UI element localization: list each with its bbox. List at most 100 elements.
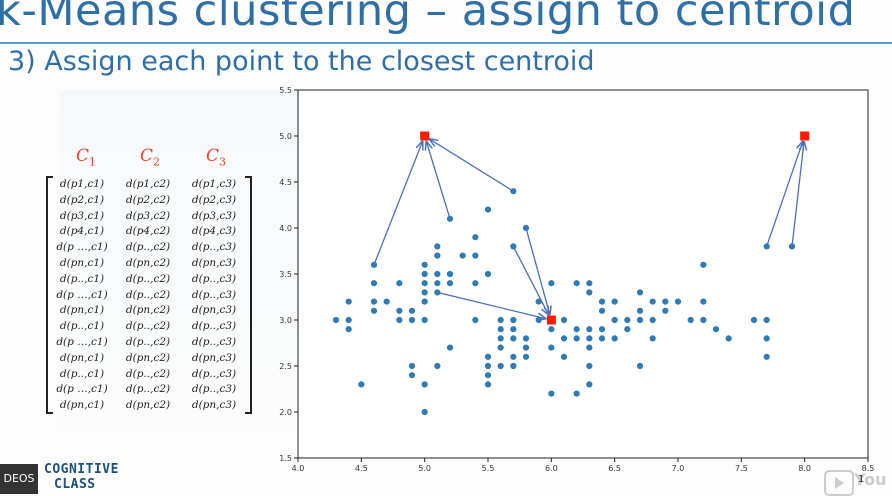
matrix-cell: d(p..,c2) — [125, 367, 171, 380]
data-point — [700, 261, 707, 268]
matrix-cell: d(p2,c1) — [59, 193, 105, 206]
x-tick-label: 6.5 — [608, 464, 621, 473]
data-point — [548, 326, 555, 333]
matrix-cell: d(p..,c2) — [125, 288, 171, 301]
data-point — [548, 344, 555, 351]
data-point — [408, 372, 416, 379]
data-point — [497, 335, 504, 342]
x-tick-label: 5.0 — [418, 464, 431, 473]
y-tick-label: 1.5 — [279, 454, 292, 463]
data-point — [446, 280, 454, 287]
data-point — [636, 316, 644, 324]
data-point — [383, 298, 390, 305]
data-point — [396, 307, 403, 314]
assignment-arrow — [437, 291, 545, 318]
matrix-cell: d(p..,c3) — [191, 383, 237, 396]
matrix-row: d(p …,c1) d(p..,c2) d(p..,c3) — [48, 383, 250, 399]
matrix-cell: d(p..,c1) — [59, 367, 105, 380]
data-point — [421, 270, 428, 278]
matrix-cell: d(p..,c3) — [191, 336, 237, 348]
data-point — [522, 335, 530, 342]
matrix-cell: d(p..,c2) — [125, 383, 171, 396]
data-point — [763, 335, 770, 342]
centroid-marker — [800, 131, 810, 141]
data-point — [396, 316, 403, 324]
video-player-watermark[interactable]: You 1 — [824, 466, 892, 496]
data-point — [497, 326, 504, 333]
data-point — [421, 289, 428, 296]
slide-title: k-Means clustering – assign to centroid — [0, 0, 856, 36]
y-tick-label: 3.0 — [279, 316, 292, 325]
data-point — [421, 261, 428, 268]
matrix-cell: d(pn,c3) — [191, 351, 237, 364]
data-point — [472, 252, 479, 259]
data-point — [522, 353, 530, 360]
matrix-cell: d(p …,c1) — [56, 241, 108, 254]
data-point — [712, 326, 720, 333]
data-point — [674, 298, 682, 305]
y-tick-label: 3.5 — [279, 270, 292, 279]
data-point — [548, 390, 555, 397]
centroid-marker — [420, 131, 430, 141]
data-point — [434, 243, 441, 250]
matrix-row: d(pn,c1) d(pn,c2) d(pn,c3) — [48, 257, 250, 273]
data-point — [358, 381, 365, 388]
data-point — [560, 335, 568, 342]
data-point — [510, 326, 517, 333]
assignment-arrow — [426, 142, 451, 219]
data-point — [586, 335, 593, 342]
matrix-cell: d(p …,c1) — [56, 383, 108, 396]
data-point — [484, 381, 492, 388]
slide-subtitle: 3) Assign each point to the closest cent… — [8, 46, 595, 77]
matrix-cell: d(p..,c3) — [191, 320, 237, 333]
data-point — [560, 353, 568, 360]
x-tick-label: 4.0 — [292, 464, 305, 473]
data-point — [598, 335, 606, 342]
matrix-row: d(p …,c1) d(p..,c2) d(p..,c3) — [48, 336, 250, 352]
assignment-arrow — [766, 142, 803, 247]
data-point — [421, 316, 428, 324]
data-point — [434, 289, 441, 296]
data-point — [662, 298, 669, 305]
matrix-cell: d(p4,c3) — [191, 225, 237, 238]
data-point — [636, 289, 644, 296]
data-point — [763, 316, 770, 324]
y-tick-label: 4.0 — [279, 224, 292, 233]
data-point — [484, 362, 492, 370]
data-point — [421, 381, 428, 388]
data-point — [421, 298, 428, 305]
matrix-cell: d(pn,c3) — [191, 304, 237, 317]
matrix-cell: d(p4,c2) — [125, 225, 171, 238]
x-tick-label: 8.5 — [862, 464, 875, 473]
data-point — [763, 353, 770, 360]
data-point — [586, 381, 593, 388]
data-point — [434, 252, 441, 259]
matrix-cell: d(p..,c2) — [125, 320, 171, 333]
data-point — [763, 243, 770, 250]
matrix-cell: d(p2,c2) — [125, 193, 171, 206]
data-point — [649, 335, 656, 342]
data-point — [472, 316, 479, 324]
assignment-arrow — [525, 227, 550, 314]
x-tick-label: 7.5 — [735, 464, 748, 473]
data-point — [332, 316, 340, 324]
data-point — [408, 362, 416, 370]
matrix-row: d(p..,c1) d(p..,c2) d(p..,c3) — [48, 368, 250, 384]
matrix-cell: d(pn,c2) — [125, 399, 171, 412]
matrix-cell: d(p..,c3) — [191, 272, 237, 285]
data-point — [649, 298, 656, 305]
data-point — [586, 280, 593, 287]
data-point — [700, 316, 707, 324]
matrix-row: d(p..,c1) d(p..,c2) d(p..,c3) — [48, 273, 250, 289]
data-point — [370, 298, 378, 305]
matrix-cell: d(p..,c2) — [125, 272, 171, 285]
x-tick-label: 7.0 — [672, 464, 685, 473]
data-point — [624, 316, 631, 324]
x-tick-label: 4.5 — [355, 464, 368, 473]
data-point — [484, 353, 492, 360]
matrix-cell: d(p1,c3) — [191, 178, 237, 190]
matrix-cell: d(pn,c1) — [59, 351, 105, 364]
data-point — [560, 316, 568, 324]
data-point — [484, 372, 492, 379]
play-icon[interactable] — [824, 470, 854, 496]
